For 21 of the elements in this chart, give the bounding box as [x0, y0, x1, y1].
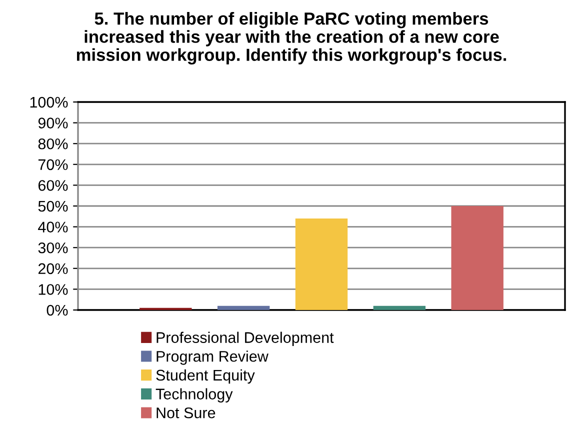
y-tick-label: 50% — [38, 200, 68, 212]
legend-label: Technology — [156, 388, 233, 402]
legend-label: Not Sure — [156, 407, 216, 418]
y-tick-label: 60% — [38, 180, 68, 191]
chart-title: 5. The number of eligible PaRC voting members increased this year with the creation of a new core mission workgroup. Identify this workgroup's focus. — [76, 12, 506, 64]
y-tick-label: 80% — [38, 138, 68, 150]
y-tick-label: 70% — [38, 159, 68, 170]
bar — [451, 206, 504, 310]
legend-label: Program Review — [156, 350, 268, 365]
y-tick-label: 10% — [38, 284, 68, 295]
legend-label: Professional Development — [156, 332, 334, 346]
bar — [295, 218, 348, 310]
y-tick-label: 20% — [38, 263, 68, 274]
y-tick-label: 40% — [38, 222, 68, 232]
y-tick-label: 0% — [46, 304, 68, 316]
y-tick-label: 90% — [38, 118, 68, 128]
y-tick-label: 30% — [38, 242, 68, 254]
legend-label: Student Equity — [156, 369, 255, 384]
y-tick-label: 100% — [30, 96, 68, 108]
bar — [373, 306, 426, 310]
bar — [217, 306, 270, 310]
